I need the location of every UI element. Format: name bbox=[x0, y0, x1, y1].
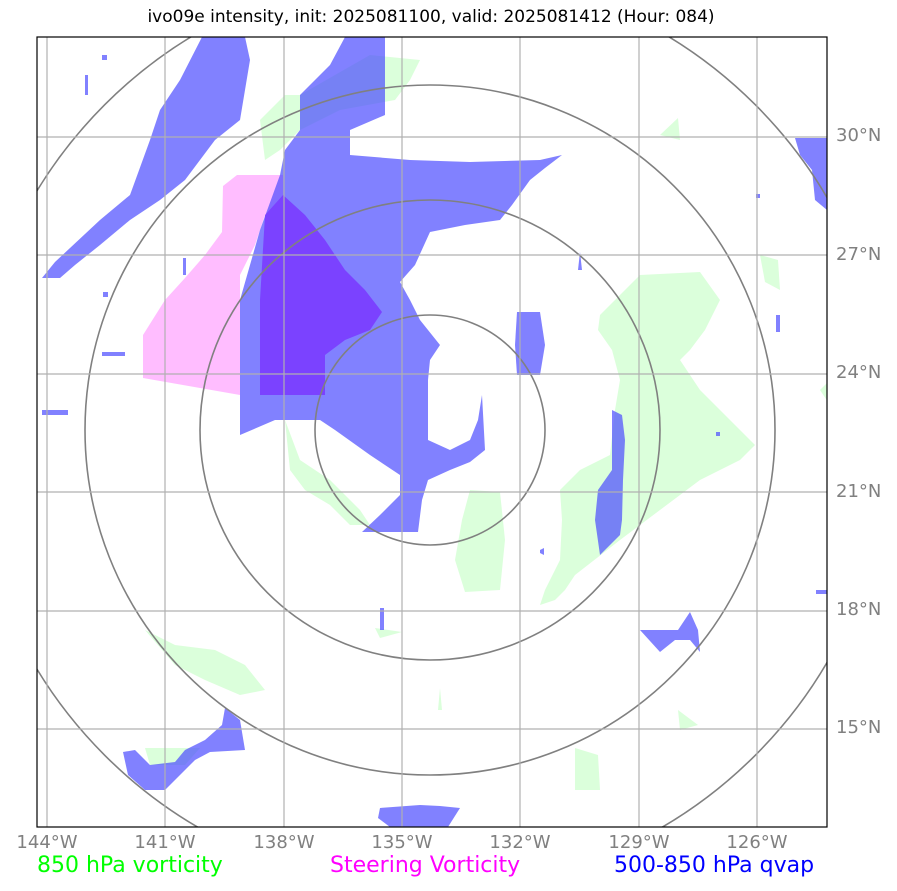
gridlines bbox=[37, 37, 827, 827]
lon-label-138w: 138°W bbox=[253, 832, 315, 853]
lat-label-30n: 30°N bbox=[836, 125, 882, 146]
lat-label-18n: 18°N bbox=[836, 599, 882, 620]
qvap-layer bbox=[42, 37, 827, 827]
lon-label-144w: 144°W bbox=[16, 832, 78, 853]
map-title: ivo09e intensity, init: 2025081100, vali… bbox=[147, 7, 715, 27]
qvap-steering-overlap bbox=[260, 195, 382, 395]
legend-steering-vorticity: Steering Vorticity bbox=[330, 853, 521, 878]
lon-label-129w: 129°W bbox=[608, 832, 670, 853]
lon-label-135w: 135°W bbox=[371, 832, 433, 853]
steering-vorticity-layer bbox=[143, 175, 283, 395]
legend-qvap: 500-850 hPa qvap bbox=[614, 853, 815, 878]
lat-label-24n: 24°N bbox=[836, 362, 882, 383]
lat-label-21n: 21°N bbox=[836, 481, 882, 502]
lat-label-27n: 27°N bbox=[836, 244, 882, 265]
lat-label-15n: 15°N bbox=[836, 717, 882, 738]
lon-label-141w: 141°W bbox=[134, 832, 196, 853]
lon-label-126w: 126°W bbox=[726, 832, 788, 853]
legend-vorticity-850: 850 hPa vorticity bbox=[37, 853, 223, 878]
map-frame bbox=[36, 36, 828, 828]
lon-label-132w: 132°W bbox=[489, 832, 551, 853]
